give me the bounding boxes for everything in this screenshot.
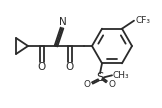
Text: O: O xyxy=(38,62,46,72)
Text: N: N xyxy=(59,17,67,27)
Text: CH₃: CH₃ xyxy=(113,71,129,80)
Text: O: O xyxy=(109,80,116,89)
Text: S: S xyxy=(96,71,104,84)
Text: O: O xyxy=(66,62,74,72)
Text: O: O xyxy=(83,80,91,89)
Text: CF₃: CF₃ xyxy=(135,16,150,25)
